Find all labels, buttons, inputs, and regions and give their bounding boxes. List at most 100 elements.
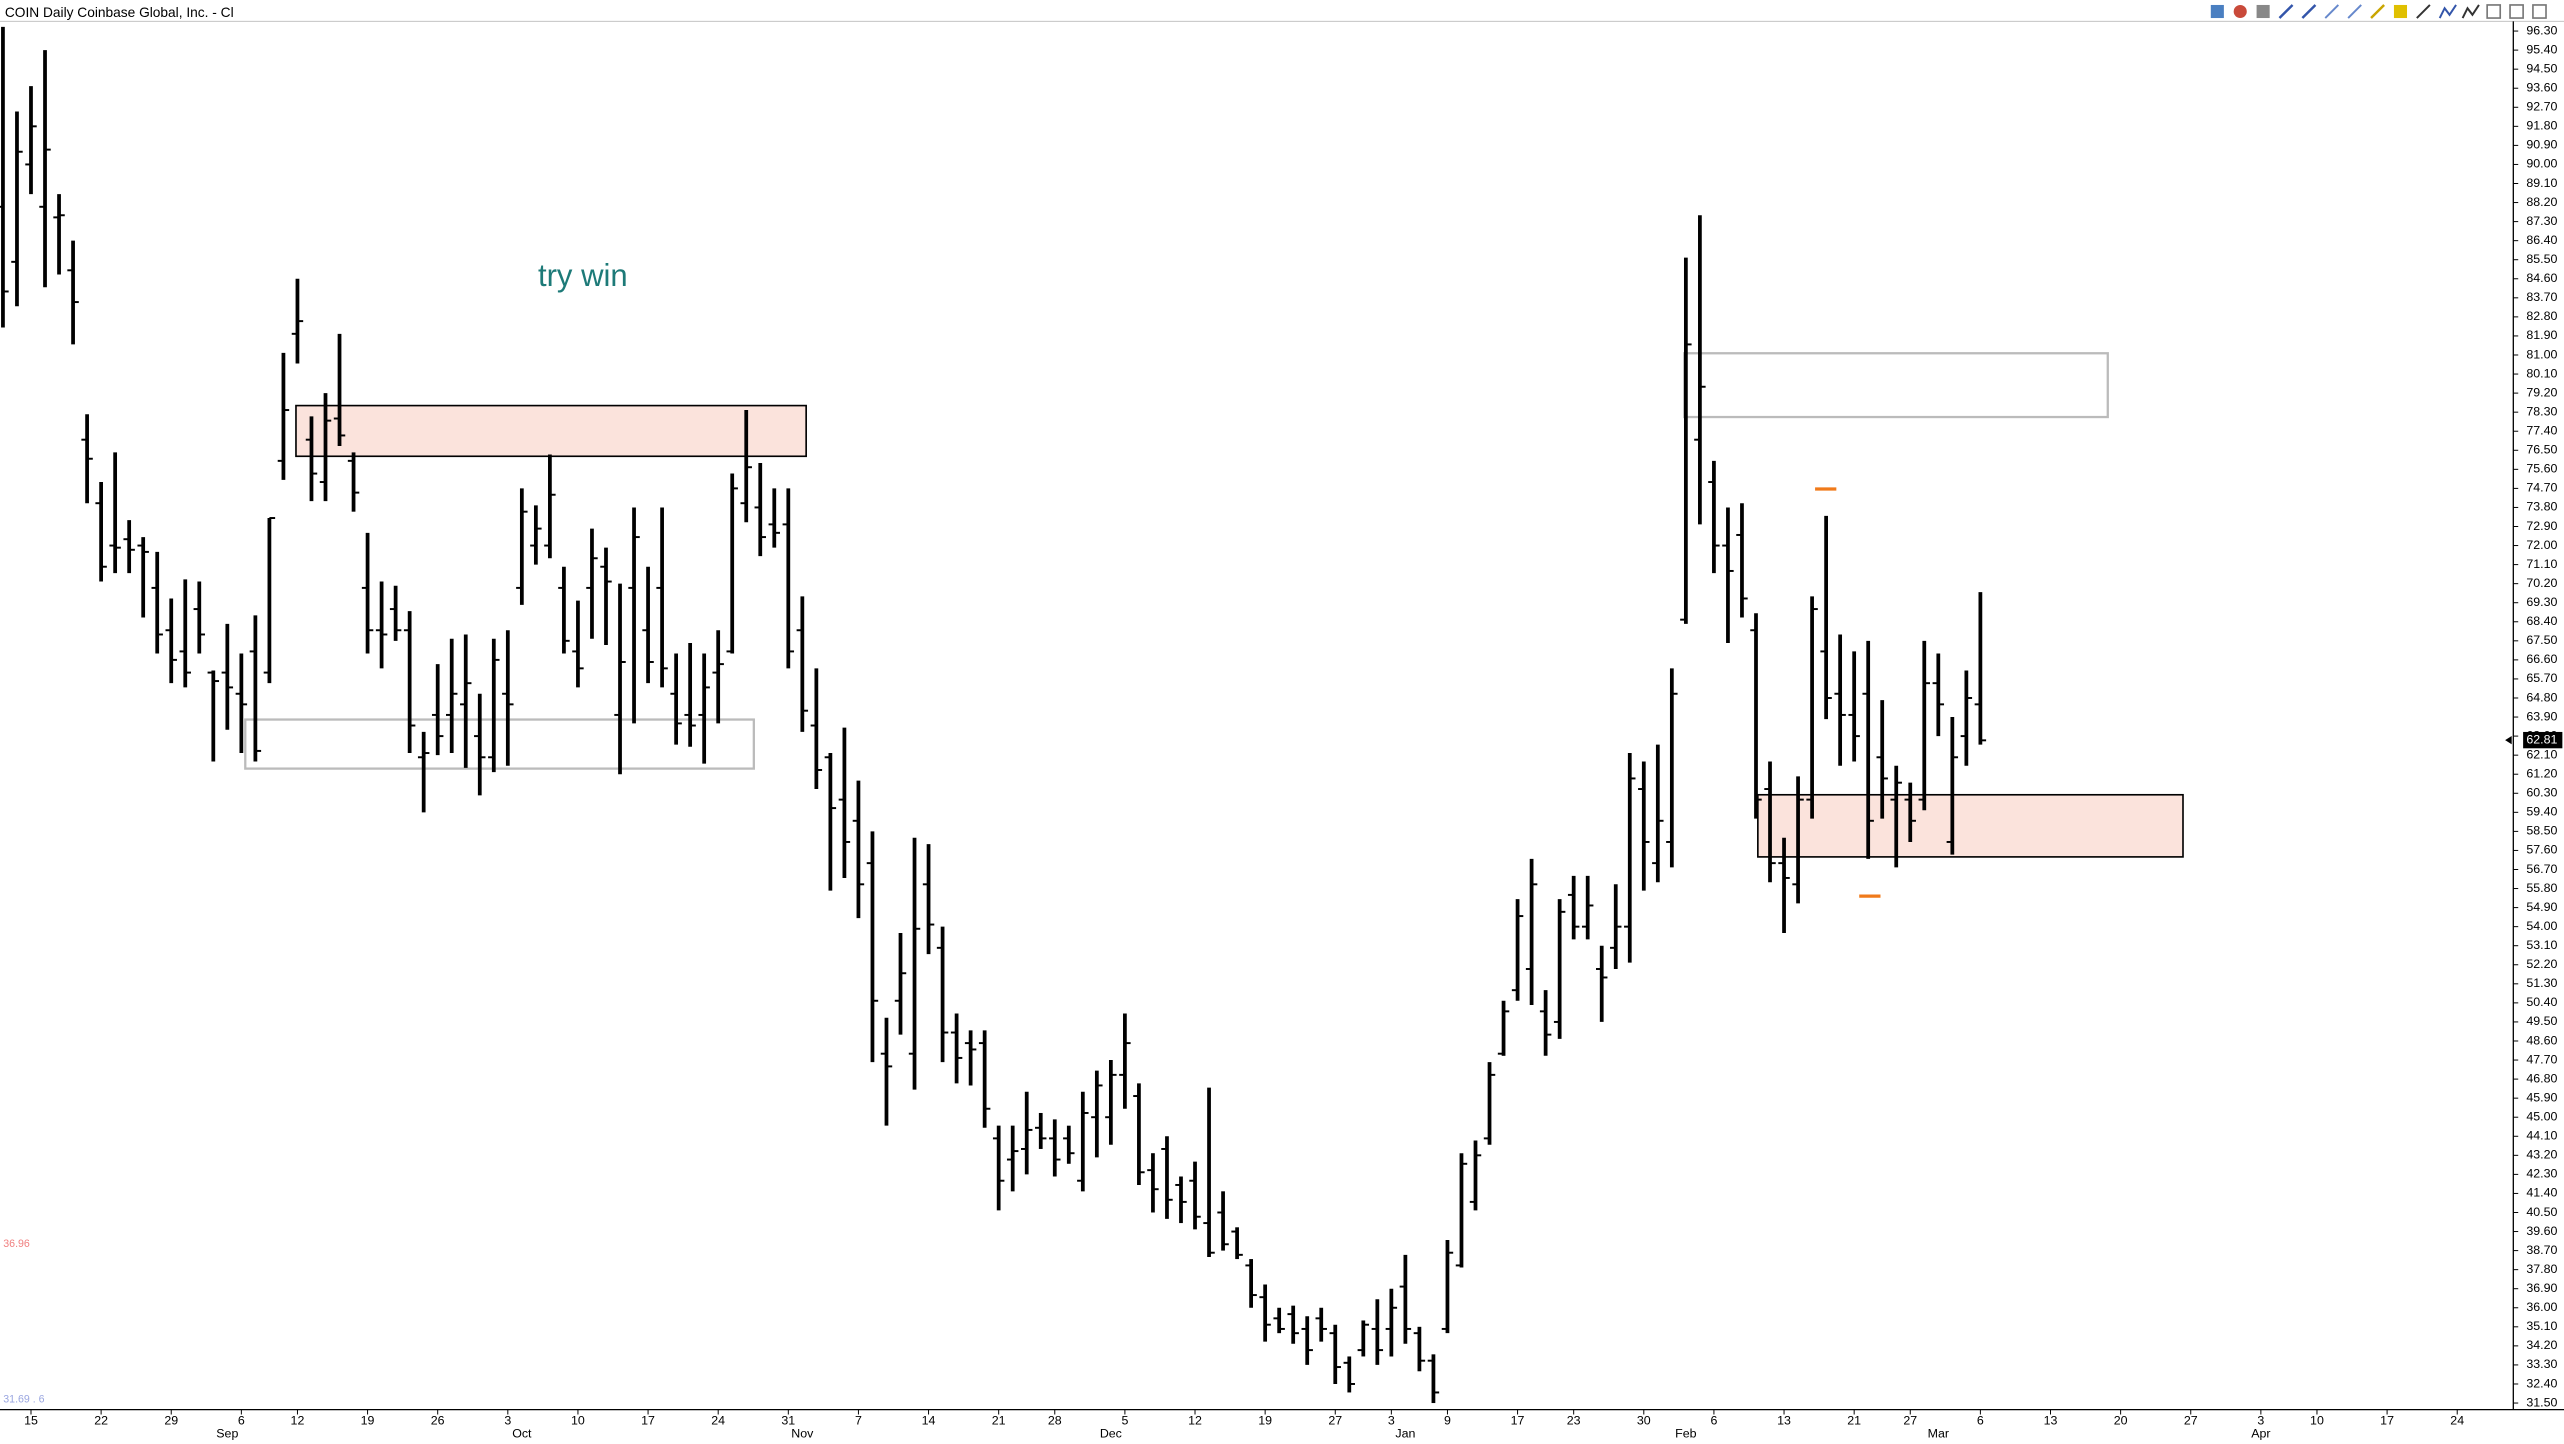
x-tick-label: 6 bbox=[238, 1413, 245, 1427]
y-tick-label: 39.60 bbox=[2526, 1224, 2557, 1238]
y-tick-label: 54.00 bbox=[2526, 919, 2557, 933]
y-tick-label: 55.80 bbox=[2526, 881, 2557, 895]
x-tick-label: 12 bbox=[1188, 1413, 1202, 1427]
y-tick-label: 81.00 bbox=[2526, 347, 2557, 361]
tool-icon[interactable] bbox=[2370, 4, 2385, 19]
x-tick-label: 3 bbox=[1388, 1413, 1395, 1427]
y-tick-label: 94.50 bbox=[2526, 61, 2557, 75]
x-tick-label: 23 bbox=[1567, 1413, 1581, 1427]
y-tick-label: 75.60 bbox=[2526, 462, 2557, 476]
y-tick-label: 65.70 bbox=[2526, 671, 2557, 685]
y-tick-label: 69.30 bbox=[2526, 595, 2557, 609]
tool-icon[interactable] bbox=[2486, 4, 2502, 19]
y-tick-label: 68.40 bbox=[2526, 614, 2557, 628]
x-tick-label: 21 bbox=[1847, 1413, 1861, 1427]
y-tick-label: 71.10 bbox=[2526, 557, 2557, 571]
y-tick-label: 85.50 bbox=[2526, 252, 2557, 266]
tool-icon[interactable] bbox=[2461, 4, 2480, 19]
price-bars bbox=[0, 26, 1987, 1404]
y-tick-label: 36.90 bbox=[2526, 1281, 2557, 1295]
y-tick-label: 40.50 bbox=[2526, 1205, 2557, 1219]
x-tick-label: 20 bbox=[2114, 1413, 2128, 1427]
supply-zone bbox=[295, 404, 807, 458]
last-price-label: 62.81 bbox=[2526, 732, 2557, 746]
chart-title: COIN Daily Coinbase Global, Inc. - Cl bbox=[5, 5, 234, 20]
y-tick-label: 92.70 bbox=[2526, 100, 2557, 114]
toolbar bbox=[2210, 4, 2547, 19]
y-tick-label: 38.70 bbox=[2526, 1243, 2557, 1257]
y-tick-label: 90.90 bbox=[2526, 138, 2557, 152]
tool-icon[interactable] bbox=[2509, 4, 2524, 19]
y-tick-label: 64.80 bbox=[2526, 690, 2557, 704]
x-tick-label: 27 bbox=[2184, 1413, 2198, 1427]
x-tick-label: 13 bbox=[2044, 1413, 2058, 1427]
tool-icon[interactable] bbox=[2278, 4, 2294, 19]
x-tick-label: 31 bbox=[781, 1413, 795, 1427]
demand-zone bbox=[244, 718, 755, 770]
tool-icon[interactable] bbox=[2233, 4, 2247, 19]
y-tick-label: 82.80 bbox=[2526, 309, 2557, 323]
tool-icon[interactable] bbox=[2438, 4, 2457, 19]
tool-icon[interactable] bbox=[2347, 4, 2362, 19]
y-tick-label: 66.60 bbox=[2526, 652, 2557, 666]
y-tick-label: 42.30 bbox=[2526, 1167, 2557, 1181]
side-label: 31.69 . 6 bbox=[3, 1394, 44, 1406]
tool-icon[interactable] bbox=[2393, 4, 2408, 19]
x-tick-label: 3 bbox=[2257, 1413, 2264, 1427]
month-label: Jan bbox=[1395, 1426, 1415, 1440]
x-tick-label: 12 bbox=[291, 1413, 305, 1427]
x-tick-label: 5 bbox=[1121, 1413, 1128, 1427]
tool-icon[interactable] bbox=[2301, 4, 2317, 19]
y-tick-label: 43.20 bbox=[2526, 1148, 2557, 1162]
x-tick-label: 27 bbox=[1903, 1413, 1917, 1427]
month-label: Mar bbox=[1928, 1426, 1949, 1440]
x-tick-label: 14 bbox=[922, 1413, 936, 1427]
y-tick-label: 73.80 bbox=[2526, 500, 2557, 514]
tool-icon[interactable] bbox=[2416, 4, 2431, 19]
month-label: Sep bbox=[216, 1426, 238, 1440]
y-tick-label: 77.40 bbox=[2526, 423, 2557, 437]
x-tick-label: 10 bbox=[571, 1413, 585, 1427]
tool-icon[interactable] bbox=[2324, 4, 2340, 19]
y-tick-label: 84.60 bbox=[2526, 271, 2557, 285]
y-tick-label: 45.00 bbox=[2526, 1109, 2557, 1123]
y-tick-label: 60.30 bbox=[2526, 786, 2557, 800]
demand-zone bbox=[1757, 793, 2184, 858]
y-tick-label: 62.10 bbox=[2526, 747, 2557, 761]
x-tick-label: 21 bbox=[992, 1413, 1006, 1427]
y-tick-label: 32.40 bbox=[2526, 1376, 2557, 1390]
month-label: Oct bbox=[512, 1426, 532, 1440]
x-tick-label: 19 bbox=[1258, 1413, 1272, 1427]
tool-icon[interactable] bbox=[2532, 4, 2547, 19]
y-tick-label: 86.40 bbox=[2526, 233, 2557, 247]
y-tick-label: 72.00 bbox=[2526, 538, 2557, 552]
month-label: Apr bbox=[2251, 1426, 2270, 1440]
tool-icon[interactable] bbox=[2210, 4, 2224, 19]
y-tick-label: 80.10 bbox=[2526, 366, 2557, 380]
y-tick-label: 45.90 bbox=[2526, 1090, 2557, 1104]
last-price-box bbox=[2523, 731, 2563, 749]
y-tick-label: 67.50 bbox=[2526, 633, 2557, 647]
x-tick-label: 13 bbox=[1777, 1413, 1791, 1427]
side-label: 36.96 bbox=[3, 1238, 30, 1250]
x-tick-label: 26 bbox=[431, 1413, 445, 1427]
y-tick-label: 31.50 bbox=[2526, 1395, 2557, 1409]
y-tick-label: 33.30 bbox=[2526, 1357, 2557, 1371]
x-tick-label: 17 bbox=[641, 1413, 655, 1427]
x-tick-label: 27 bbox=[1328, 1413, 1342, 1427]
y-tick-label: 72.90 bbox=[2526, 519, 2557, 533]
y-tick-label: 91.80 bbox=[2526, 119, 2557, 133]
y-tick-label: 57.60 bbox=[2526, 843, 2557, 857]
y-tick-label: 96.30 bbox=[2526, 23, 2557, 37]
x-tick-label: 29 bbox=[164, 1413, 178, 1427]
x-tick-label: 30 bbox=[1637, 1413, 1651, 1427]
x-tick-label: 15 bbox=[24, 1413, 38, 1427]
x-tick-label: 6 bbox=[1977, 1413, 1984, 1427]
tool-icon[interactable] bbox=[2256, 4, 2270, 19]
y-tick-label: 34.20 bbox=[2526, 1338, 2557, 1352]
y-tick-label: 89.10 bbox=[2526, 176, 2557, 190]
x-tick-label: 28 bbox=[1048, 1413, 1062, 1427]
y-tick-label: 79.20 bbox=[2526, 385, 2557, 399]
